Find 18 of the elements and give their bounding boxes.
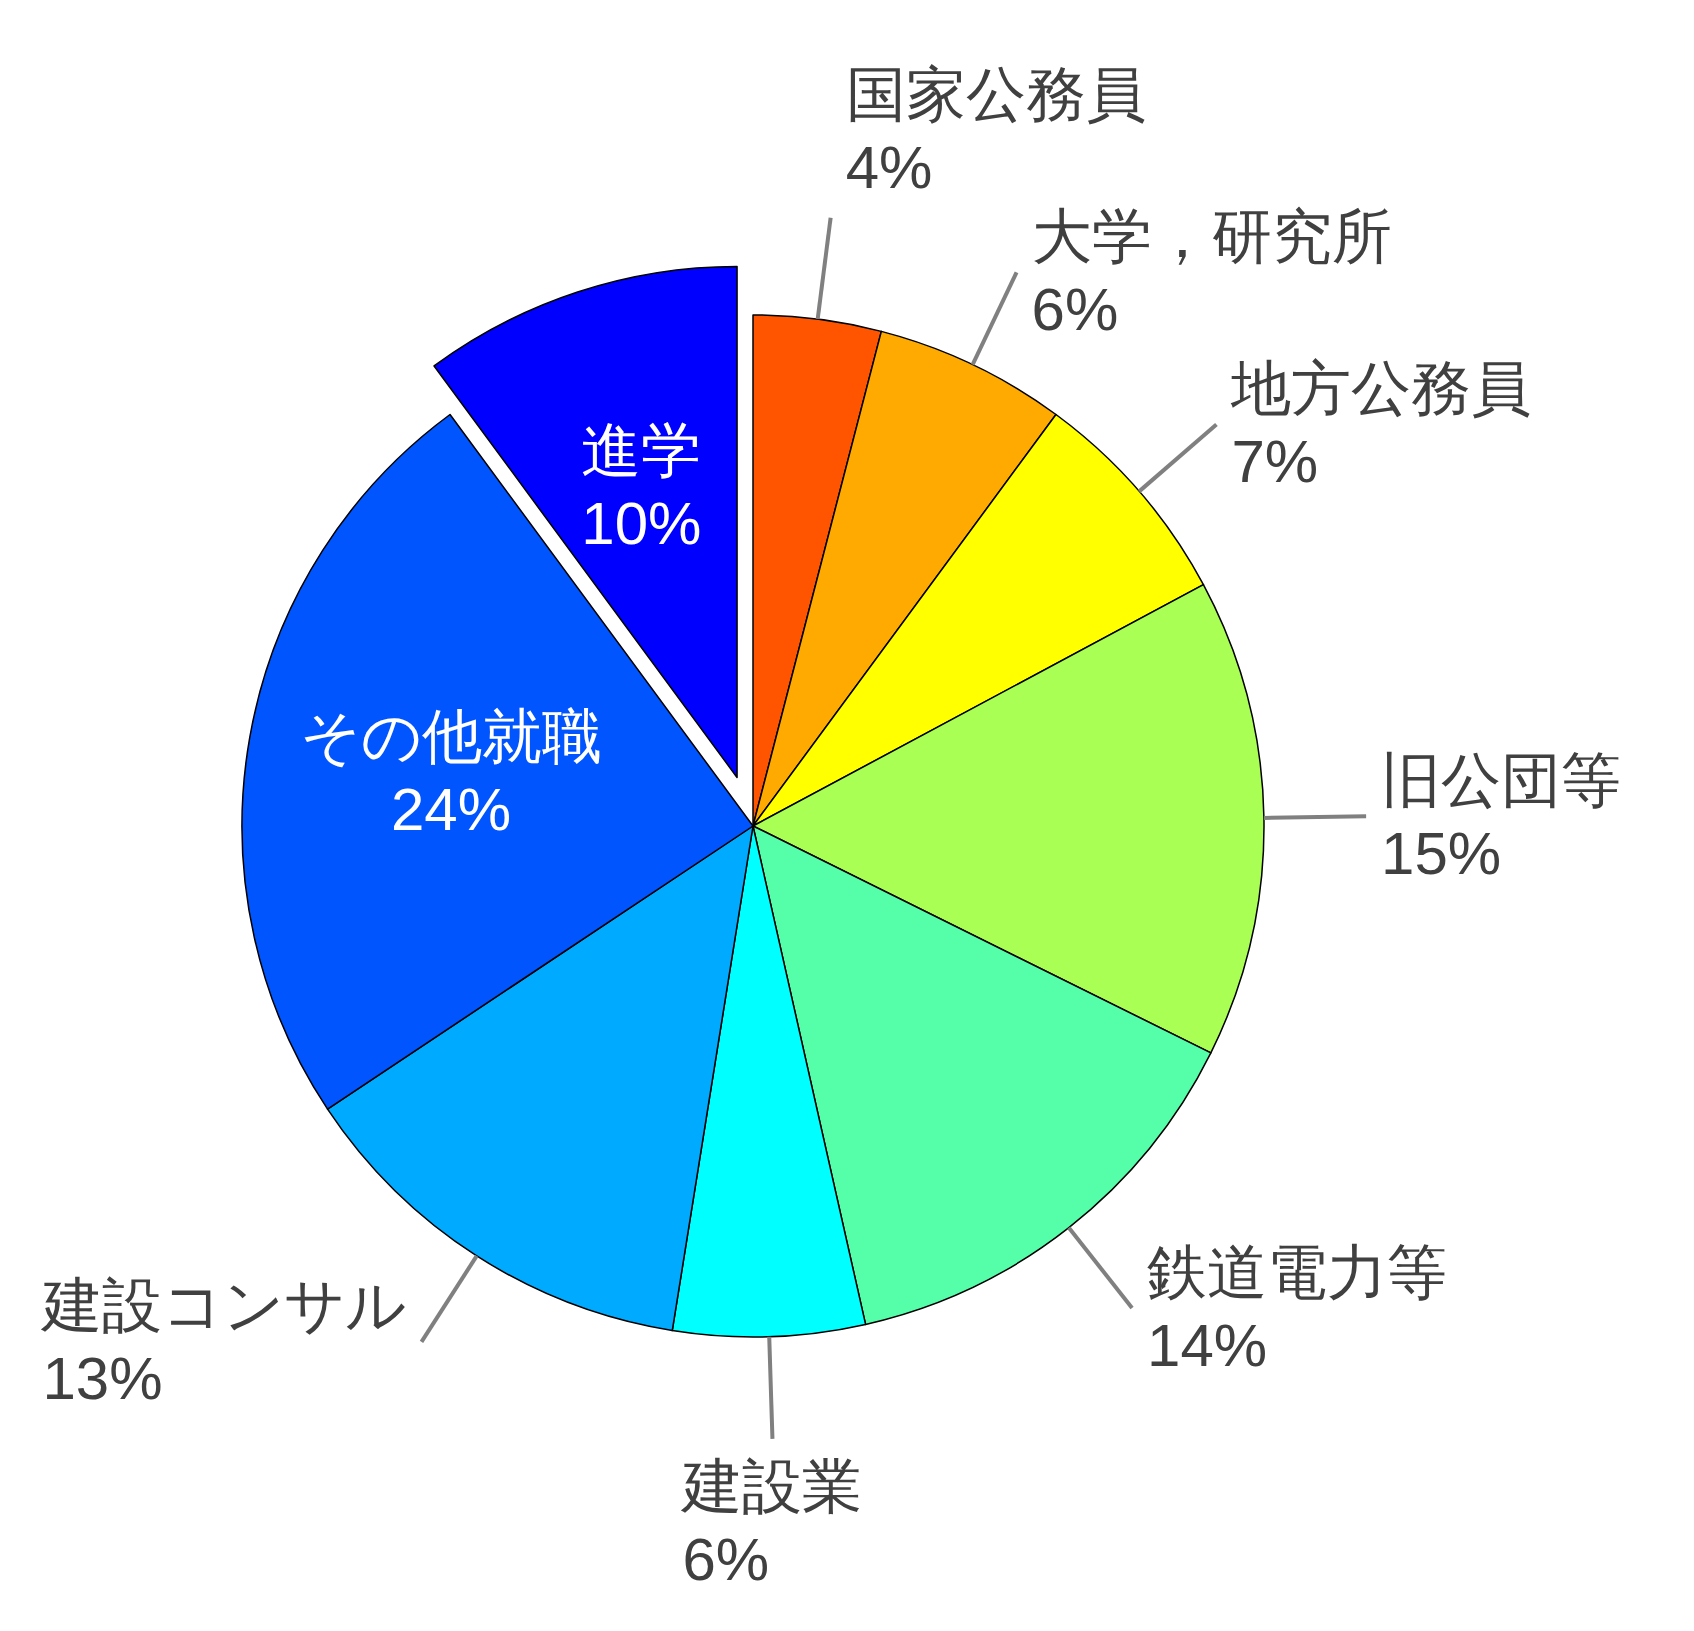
label: 建設コンサル (42, 1272, 407, 1340)
label: 24% (391, 776, 512, 844)
label: 10% (581, 489, 702, 557)
label: 14% (1147, 1311, 1268, 1379)
label: 鉄道電力等 (1147, 1238, 1448, 1306)
label: 国家公務員 (845, 60, 1146, 128)
label: 建設業 (682, 1452, 863, 1520)
label: その他就職 (300, 703, 603, 771)
label: 6% (1031, 275, 1119, 343)
label: 4% (845, 133, 933, 201)
label: 地方公務員 (1231, 354, 1532, 422)
label: 15% (1381, 819, 1502, 887)
label: 6% (682, 1525, 770, 1593)
label: 13% (42, 1345, 163, 1413)
label: 進学 (581, 416, 702, 484)
label: 7% (1231, 427, 1319, 495)
label: 旧公団等 (1381, 746, 1622, 814)
label: 大学，研究所 (1031, 202, 1392, 270)
